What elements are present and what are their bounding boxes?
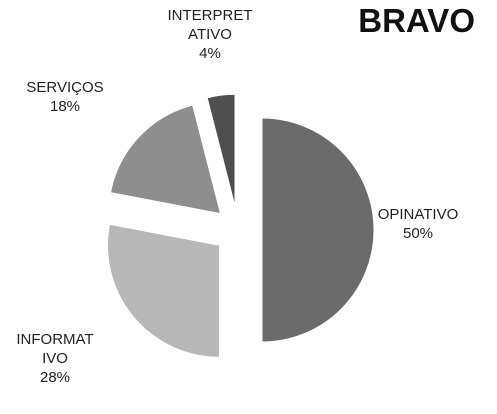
pie-slice [261, 117, 375, 343]
pie-slice [206, 93, 236, 207]
chart-title: BRAVO [358, 2, 475, 39]
slice-label: INFORMATIVO [16, 331, 94, 367]
slice-value-label: 50% [402, 225, 434, 242]
slice-label: SERVIÇOS [26, 79, 104, 96]
slice-value-label: 28% [39, 369, 71, 386]
slice-value-label: 4% [199, 45, 221, 62]
slice-value-label: 18% [49, 98, 81, 115]
pie-slice [109, 104, 222, 215]
pie-slice [107, 223, 221, 358]
slice-label: INTERPRETATIVO [167, 7, 253, 43]
slice-label: OPINATIVO [377, 206, 459, 223]
